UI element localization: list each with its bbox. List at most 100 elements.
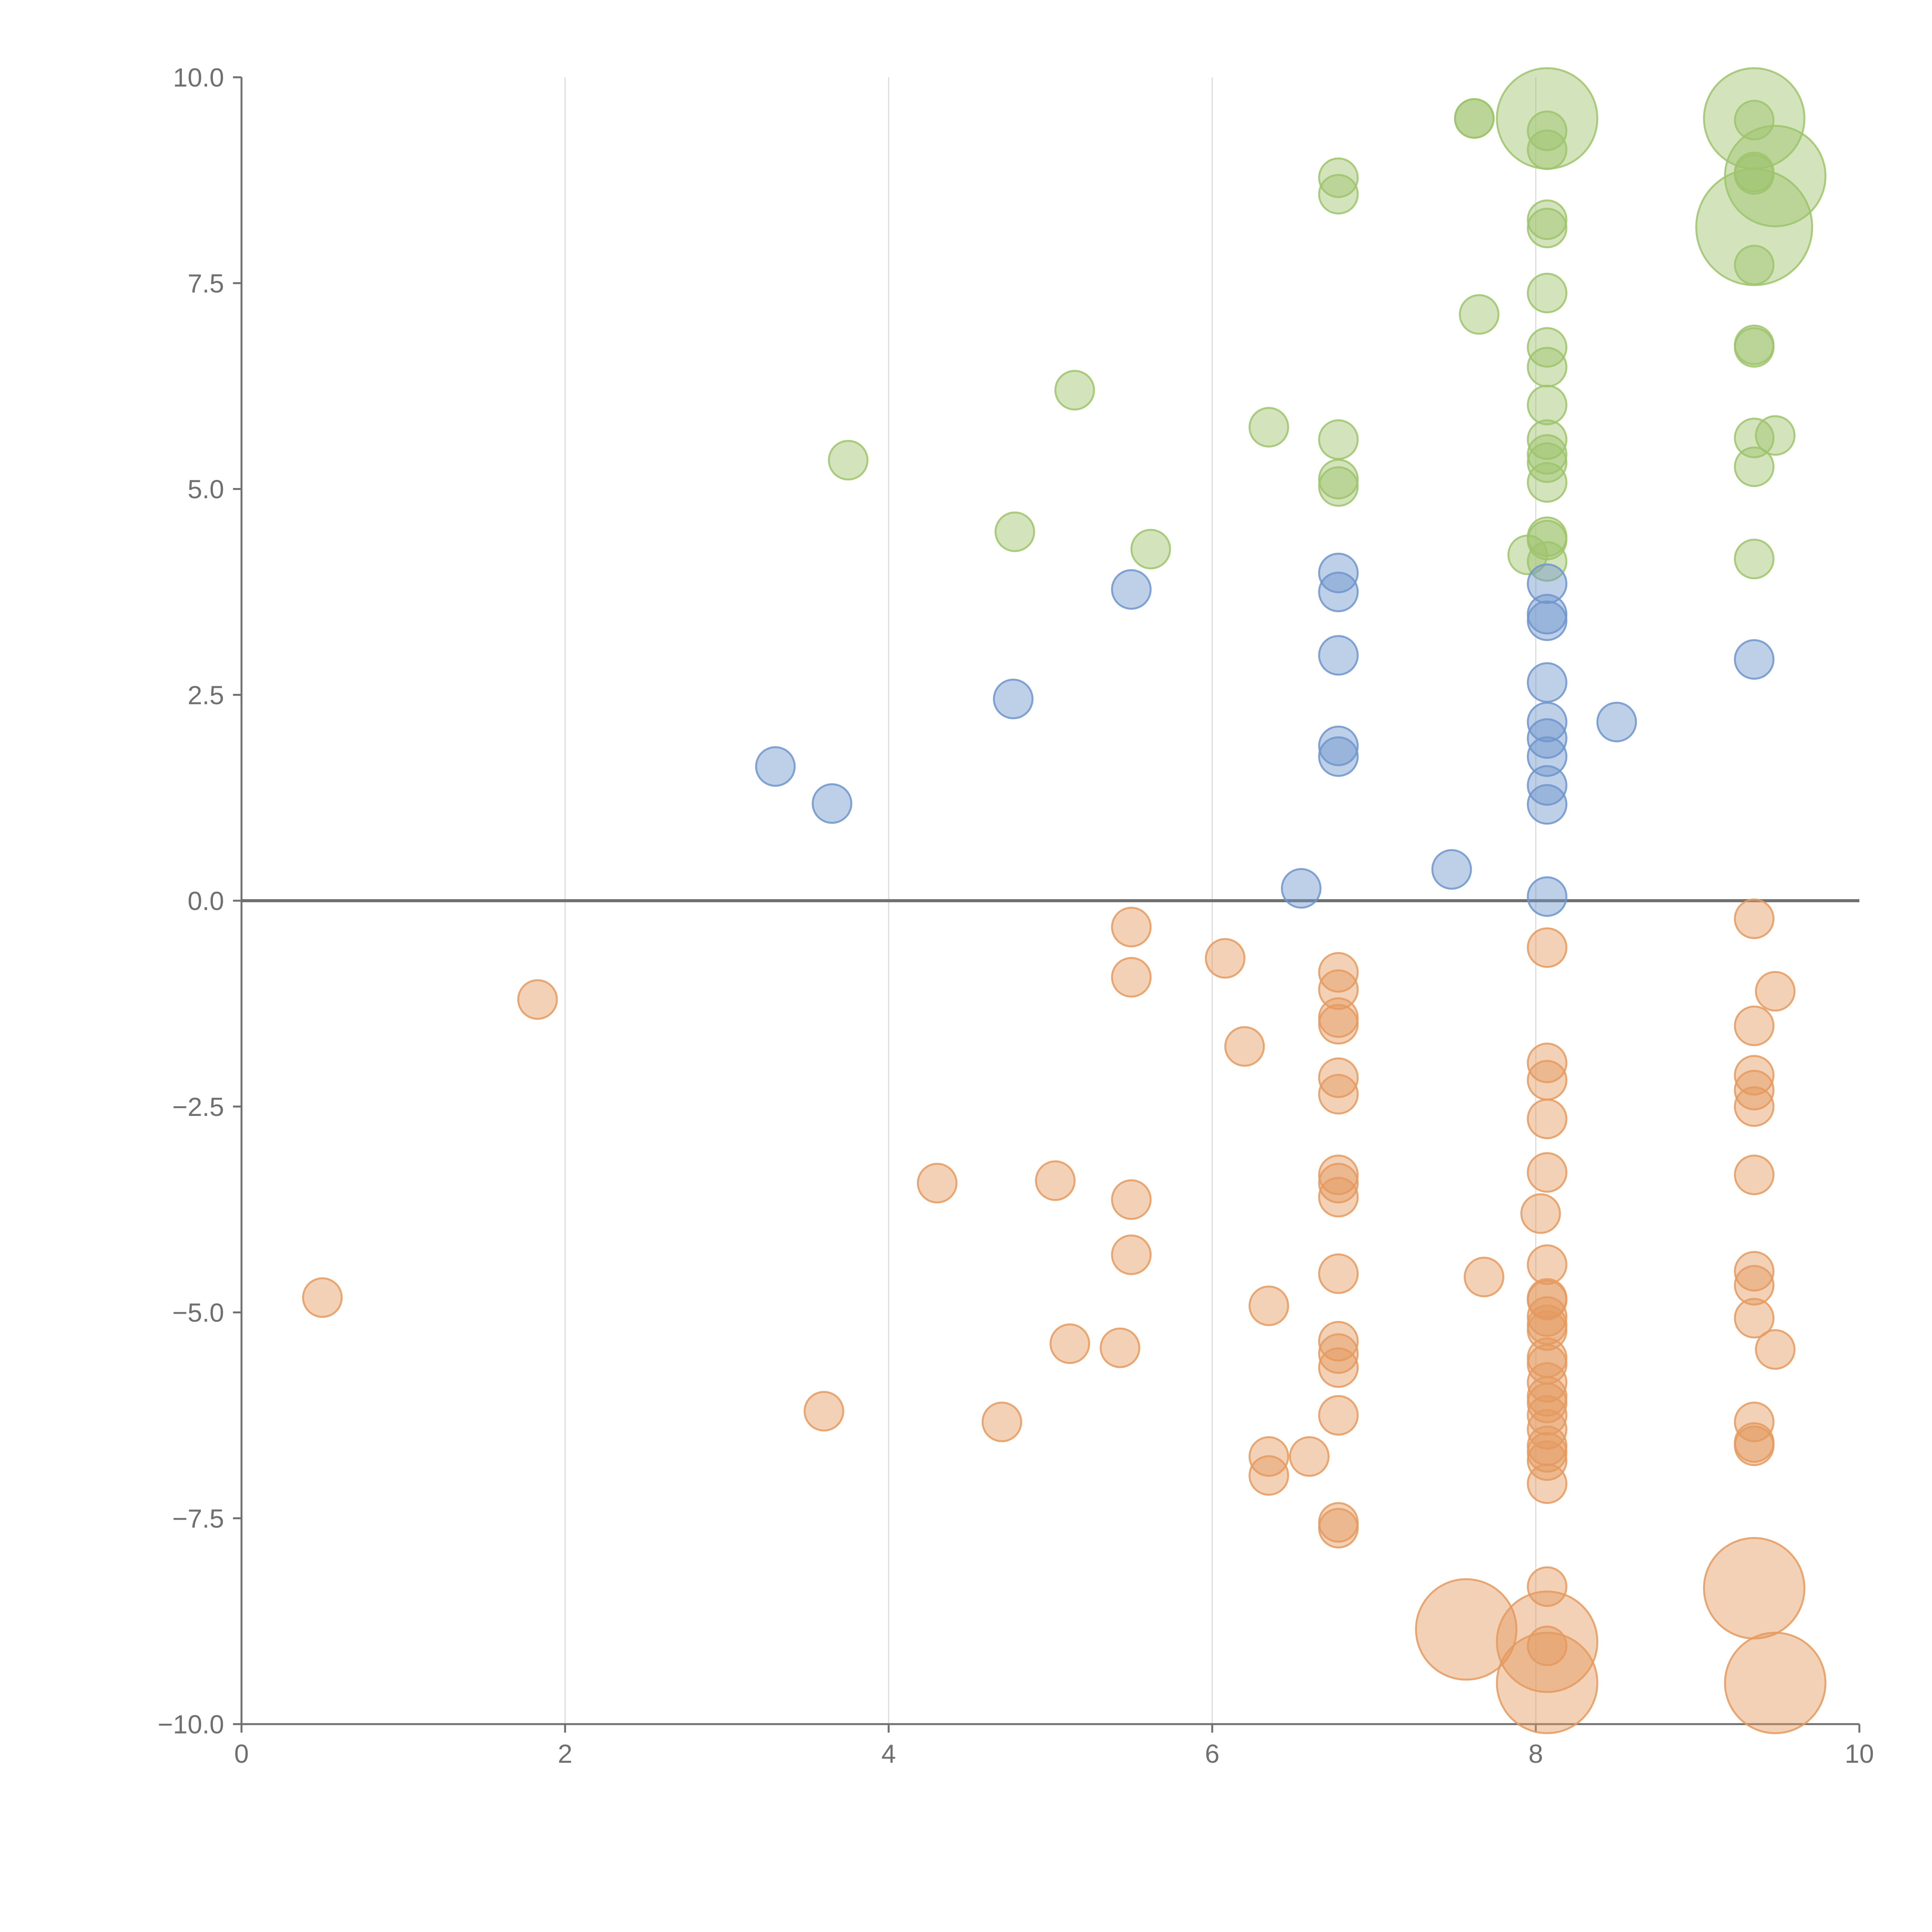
data-point-orange <box>1111 1234 1152 1275</box>
data-point-orange <box>1734 1155 1775 1196</box>
y-tick-label: 0.0 <box>187 886 224 916</box>
data-point-green <box>994 511 1035 552</box>
data-point-green <box>1734 446 1775 487</box>
data-point-orange <box>1318 1333 1359 1374</box>
data-point-green <box>1527 384 1568 425</box>
data-point-blue <box>1318 725 1359 766</box>
data-point-orange <box>1703 1537 1806 1639</box>
data-point-green <box>1734 327 1775 368</box>
data-point-orange <box>1318 1057 1359 1098</box>
data-point-orange <box>1527 1566 1568 1607</box>
data-point-orange <box>917 1163 957 1204</box>
data-point-blue <box>1318 635 1359 676</box>
data-point-green <box>1527 419 1568 460</box>
data-point-blue <box>1318 736 1359 777</box>
data-point-orange <box>1248 1455 1289 1496</box>
data-point-orange <box>1318 1347 1359 1388</box>
data-point-orange <box>1318 952 1359 993</box>
data-point-green <box>1054 370 1095 411</box>
data-point-orange <box>1527 1362 1568 1403</box>
data-point-orange <box>1318 1163 1359 1204</box>
data-point-orange <box>1520 1193 1561 1234</box>
data-point-orange <box>1527 1432 1568 1473</box>
data-point-green <box>1734 154 1775 195</box>
x-tick-label: 4 <box>881 1739 896 1769</box>
data-point-orange <box>1527 1409 1568 1450</box>
data-point-orange <box>1289 1436 1330 1477</box>
data-point-orange <box>1205 938 1246 979</box>
data-point-green <box>1724 125 1827 228</box>
data-point-orange <box>803 1391 844 1432</box>
y-tick-label: 2.5 <box>187 680 224 710</box>
y-tick-label: 7.5 <box>187 269 224 298</box>
data-point-orange <box>1318 1177 1359 1218</box>
data-point-orange <box>1734 898 1775 939</box>
data-point-orange <box>1527 1060 1568 1101</box>
y-tick-label: −5.0 <box>172 1298 224 1328</box>
data-point-green <box>1459 294 1500 335</box>
data-point-green <box>1318 174 1359 215</box>
y-tick-label: −10.0 <box>158 1710 224 1739</box>
data-point-orange <box>1527 1152 1568 1193</box>
data-point-orange <box>1527 1280 1568 1321</box>
data-point-orange <box>1734 1265 1775 1306</box>
data-point-blue <box>1527 736 1568 777</box>
data-point-orange <box>1318 1508 1359 1549</box>
data-point-orange <box>1734 1251 1775 1292</box>
data-point-orange <box>1318 1074 1359 1115</box>
data-point-orange <box>1496 1590 1599 1693</box>
data-point-green <box>1755 415 1796 456</box>
data-point-orange <box>1734 1055 1775 1096</box>
data-point-green <box>1454 98 1495 139</box>
x-tick-label: 8 <box>1529 1739 1543 1769</box>
data-point-green <box>1734 539 1775 580</box>
data-point-green <box>1318 419 1359 460</box>
data-point-orange <box>1415 1578 1518 1681</box>
data-point-orange <box>1755 971 1796 1012</box>
data-point-orange <box>1224 1026 1265 1067</box>
data-point-green <box>1527 541 1568 582</box>
data-point-orange <box>1734 1086 1775 1127</box>
data-point-blue <box>1527 718 1568 759</box>
data-point-orange <box>1318 1004 1359 1045</box>
data-point-green <box>828 440 869 481</box>
x-tick-label: 0 <box>234 1739 249 1769</box>
data-point-blue <box>1734 639 1775 680</box>
data-point-orange <box>1755 1329 1796 1370</box>
data-point-orange <box>1111 906 1152 947</box>
data-point-orange <box>1527 1043 1568 1083</box>
data-point-orange <box>1111 957 1152 998</box>
data-point-orange <box>1734 1298 1775 1338</box>
axes-layer: 0 2 4 6 8 10 10.0 7.5 5.0 2.5 0.0 −2.5 −5.0 −7.5 −10.0 <box>158 63 1874 1769</box>
data-point-blue <box>1527 662 1568 703</box>
y-tick-label: −7.5 <box>172 1504 224 1533</box>
data-point-orange <box>517 979 558 1020</box>
data-point-green <box>1318 157 1359 198</box>
data-point-green <box>1734 100 1775 141</box>
data-point-blue <box>1527 784 1568 825</box>
data-point-orange <box>1527 1440 1568 1481</box>
data-point-orange <box>1111 1179 1152 1220</box>
data-point-orange <box>1318 1253 1359 1294</box>
data-point-blue <box>1527 600 1568 641</box>
data-point-green <box>1130 529 1171 570</box>
data-point-orange <box>1724 1631 1827 1734</box>
data-point-blue <box>993 679 1034 719</box>
points-layer <box>302 67 1827 1734</box>
x-tick-label: 6 <box>1205 1739 1219 1769</box>
data-point-blue <box>755 746 796 787</box>
data-point-blue <box>1527 702 1568 743</box>
data-point-blue <box>1596 702 1637 743</box>
data-point-green <box>1527 129 1568 170</box>
data-point-green <box>1734 417 1775 458</box>
data-point-orange <box>1248 1285 1289 1326</box>
data-point-blue <box>1281 868 1321 909</box>
data-point-orange <box>302 1277 343 1318</box>
data-point-orange <box>1734 1005 1775 1046</box>
data-point-green <box>1527 520 1568 561</box>
data-point-orange <box>1035 1160 1076 1201</box>
data-point-blue <box>1318 571 1359 612</box>
data-point-green <box>1527 347 1568 388</box>
data-point-orange <box>1734 1425 1775 1466</box>
